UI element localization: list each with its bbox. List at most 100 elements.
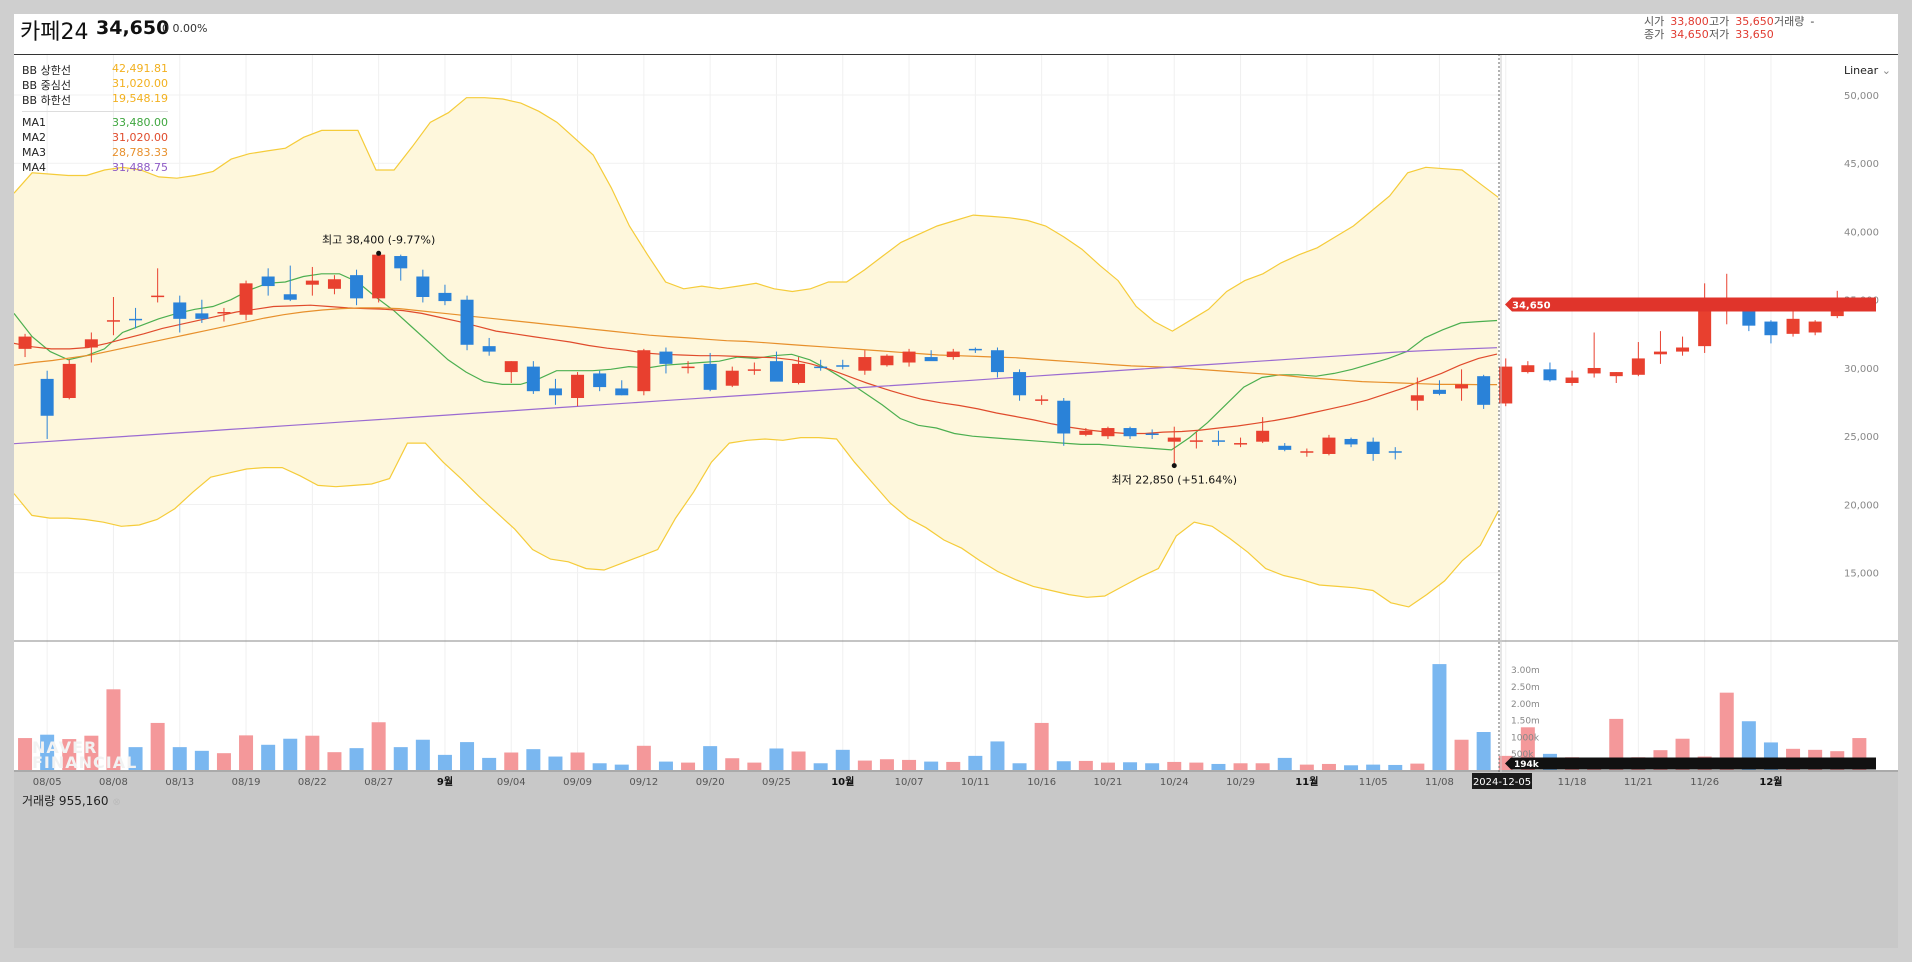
candle-body <box>129 318 143 321</box>
candle <box>946 348 960 360</box>
candle-body <box>1322 437 1336 454</box>
candle-body <box>968 348 982 351</box>
volume-axis: 500k 1000k 1.50m 2.00m 2.50m 3.00m <box>1511 666 1540 760</box>
candle-body <box>1013 372 1027 396</box>
candle-body <box>902 351 916 363</box>
candle <box>239 280 253 321</box>
candle-body <box>1167 437 1181 442</box>
volume-bar <box>1476 732 1491 770</box>
annotation-low: 최저 22,850 (+51.64%) <box>1112 474 1237 487</box>
volume-bar <box>18 738 33 770</box>
candle-body <box>1676 347 1690 352</box>
candle <box>1808 320 1822 336</box>
candle <box>1189 432 1203 449</box>
legend-divider <box>22 111 168 112</box>
candle-body <box>1609 372 1623 377</box>
candle-body <box>725 370 739 386</box>
volume-bar <box>1012 763 1027 770</box>
volume-bar <box>482 757 497 770</box>
candle <box>703 352 717 392</box>
volume-bar <box>305 735 320 770</box>
x-tick-label: 10/24 <box>1160 777 1189 788</box>
candle-body <box>305 280 319 285</box>
volume-bar <box>548 756 563 770</box>
candle-body <box>438 292 452 302</box>
legend-ma3: MA3 28,783.33 <box>22 146 168 159</box>
volume-bar <box>725 758 740 770</box>
x-tick-label: 11/05 <box>1359 777 1388 788</box>
candle-body <box>1764 321 1778 336</box>
volume-bar <box>813 763 828 770</box>
candle-body <box>217 312 231 314</box>
candle-body <box>1079 430 1093 435</box>
candle-body <box>283 294 297 300</box>
candle <box>1211 430 1225 446</box>
volume-bar <box>703 746 718 770</box>
candle <box>593 370 607 392</box>
candle-body <box>946 351 960 358</box>
candle-body <box>1808 321 1822 333</box>
scale-mode-dropdown[interactable]: Linear ⌄ <box>1844 64 1891 77</box>
current-volume-label: 194k <box>1514 760 1540 770</box>
candle <box>1477 374 1491 409</box>
volume-bar <box>62 739 77 770</box>
candle-body <box>1300 451 1314 453</box>
candle-body <box>62 363 76 399</box>
candle <box>1410 377 1424 411</box>
candle <box>84 332 98 363</box>
candle-body <box>40 378 54 416</box>
close-icon[interactable]: ⊗ <box>112 797 121 808</box>
volume-bar <box>150 722 165 770</box>
candle <box>681 361 695 374</box>
current-date-label: 2024-12-05 <box>1473 777 1531 788</box>
candle <box>1079 428 1093 437</box>
candle <box>1035 395 1049 405</box>
volume-bar <box>106 689 121 770</box>
candle-body <box>372 254 386 299</box>
candle-body <box>1211 440 1225 442</box>
volume-bar <box>349 748 364 770</box>
volume-bar <box>1145 763 1160 770</box>
candle-body <box>1786 318 1800 334</box>
x-tick-label: 08/13 <box>165 777 194 788</box>
volume-bar <box>128 747 143 770</box>
candle-body <box>1410 395 1424 401</box>
candle <box>305 266 319 296</box>
x-tick-label: 09/09 <box>563 777 592 788</box>
candle <box>1322 434 1336 456</box>
candle-body <box>1543 369 1557 381</box>
candle-body <box>327 279 341 289</box>
current-price-label: 34,650 <box>1512 300 1551 311</box>
candle-body <box>526 366 540 392</box>
volume-bar <box>1609 718 1624 770</box>
candle-body <box>703 363 717 390</box>
candle-body <box>173 302 187 319</box>
volume-bar <box>84 735 99 770</box>
x-tick-label: 09/25 <box>762 777 791 788</box>
candle <box>40 370 54 439</box>
candle-body <box>239 283 253 315</box>
stock-chart[interactable]: 최고 38,400 (-9.77%) 최저 22,850 (+51.64%) 15,… <box>14 14 1898 948</box>
volume-bar <box>1056 761 1071 770</box>
candle <box>1013 369 1027 401</box>
candle <box>460 295 474 351</box>
volume-bar <box>968 755 983 770</box>
ma-line-ma3 <box>14 307 1497 386</box>
volume-bar <box>1123 762 1138 770</box>
candle <box>1676 336 1690 356</box>
volume-tick-label: 2.50m <box>1511 683 1540 693</box>
candle <box>106 296 120 336</box>
candle <box>968 347 982 353</box>
candle <box>1786 306 1800 337</box>
bollinger-band <box>14 97 1499 608</box>
candle-body <box>924 357 938 362</box>
volume-bar <box>1366 764 1381 770</box>
legend-ma4: MA4 31,488.75 <box>22 161 168 174</box>
candle-body <box>18 336 32 349</box>
candle <box>195 299 209 323</box>
volume-label: 거래량 955,160 ⊗ <box>22 794 121 808</box>
candle <box>482 337 496 356</box>
candle <box>62 359 76 400</box>
volume-bar <box>614 764 629 770</box>
candle <box>814 359 828 371</box>
